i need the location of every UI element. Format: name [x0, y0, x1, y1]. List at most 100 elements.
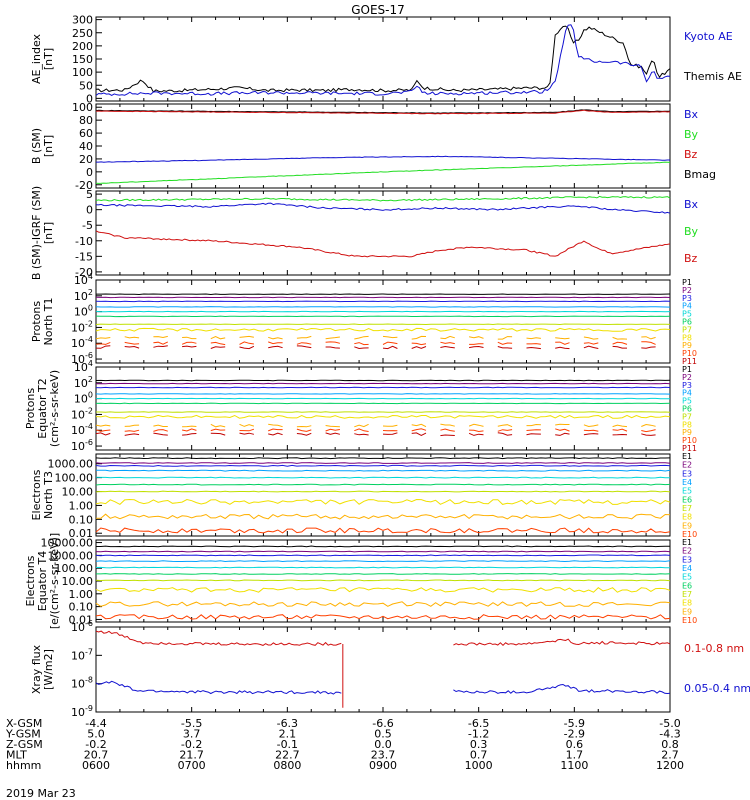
y-tick-label: 0: [86, 204, 93, 217]
legend-entry: P10: [682, 436, 697, 445]
tick-exponent: -6: [85, 619, 93, 628]
panel-bigrf: 5 0 -5 -10 -15 -20 B (SM)-IGRF (SM) [nT] Bx By Bz: [30, 186, 699, 280]
tick-base: 10: [71, 649, 85, 662]
legend-entry: E2: [682, 547, 692, 556]
channel-line: [95, 464, 671, 467]
y-tick-label: 80: [79, 114, 93, 127]
tick-base: 10: [71, 440, 85, 453]
legend-entry: P9: [682, 428, 692, 437]
y-tick-label: 10.00: [62, 575, 94, 588]
y-tick-label: -20: [75, 179, 93, 192]
orbit-cell: 0600: [82, 759, 110, 772]
tick-base: 10: [71, 321, 85, 334]
y-tick-label: 0.10: [69, 513, 94, 526]
orbit-cell: -0.2: [85, 738, 106, 751]
orbit-cell: 0800: [273, 759, 301, 772]
tick-exponent: 2: [88, 375, 93, 384]
orbit-row-label: MLT: [6, 749, 27, 762]
legend-entry: P5: [682, 310, 692, 319]
series-red-line: [95, 109, 671, 115]
legend-entry: E5: [682, 487, 692, 496]
legend-entry: P10: [682, 349, 697, 358]
orbit-cell: -6.6: [372, 717, 393, 730]
channel-line: [95, 379, 671, 382]
series-blue-line: [95, 680, 671, 695]
panel-frame: [95, 279, 671, 364]
orbit-cell: -2.9: [564, 728, 585, 741]
channel-line: [95, 323, 671, 326]
channel-line: [95, 566, 670, 569]
y-tick-label: 5: [86, 188, 93, 201]
tick-exponent: -8: [85, 676, 93, 685]
y-tick-label: 100: [74, 391, 93, 406]
y-tick-label: -5: [82, 219, 93, 232]
y-axis-label: AE_index: [30, 33, 43, 84]
legend-entry: 0.05-0.4 nm: [684, 682, 750, 695]
tick-exponent: -4: [85, 422, 93, 431]
legend-entry: Themis AE: [683, 70, 742, 83]
series-green-line: [95, 195, 671, 202]
channel-line: [95, 587, 671, 593]
channel-line: [95, 327, 671, 332]
y-tick-label: 250: [72, 27, 93, 40]
legend-entry: E10: [682, 530, 697, 539]
legend-entry: E9: [682, 607, 692, 616]
y-tick-label: 0: [86, 92, 93, 105]
channel-line: [95, 315, 671, 318]
orbit-cell: -1.2: [468, 728, 489, 741]
y-axis-label: [nT]: [42, 222, 55, 244]
legend-entry: By: [684, 128, 699, 141]
tick-exponent: 4: [88, 359, 93, 368]
tick-base: 10: [74, 290, 88, 303]
legend-entry: P11: [682, 357, 697, 366]
series-green-line: [95, 161, 671, 184]
y-tick-label: -15: [75, 250, 93, 263]
tick-base: 10: [71, 621, 85, 634]
legend-entry: P6: [682, 405, 692, 414]
channel-line: [96, 513, 671, 520]
legend-entry: E9: [682, 521, 692, 530]
orbit-cell: 2.7: [661, 749, 679, 762]
orbit-cell: -0.1: [277, 738, 298, 751]
y-axis-label: Electrons: [30, 469, 43, 520]
y-tick-label: 10.00: [62, 486, 94, 499]
y-tick-label: 10-4: [71, 335, 93, 350]
orbit-row-label: Z-GSM: [6, 738, 43, 751]
y-tick-label: 0: [86, 166, 93, 179]
orbit-cell: -5.5: [181, 717, 202, 730]
orbit-cell: -0.2: [181, 738, 202, 751]
channel-line: [96, 336, 670, 339]
y-tick-label: 102: [74, 375, 93, 390]
channel-line: [95, 498, 671, 506]
y-tick-label: 60: [79, 127, 93, 140]
channel-line: [96, 342, 670, 345]
legend-entry: E7: [682, 590, 692, 599]
channel-line: [96, 429, 670, 432]
channel-line: [95, 306, 671, 308]
legend-entry: P7: [682, 325, 692, 334]
legend-entry: E1: [682, 452, 692, 461]
legend-entry: E8: [682, 513, 692, 522]
legend-entry: P1: [682, 278, 692, 287]
orbit-cell: 2.1: [279, 728, 297, 741]
orbit-row-label: hhmm: [6, 759, 41, 772]
y-tick-label: 10-8: [71, 676, 93, 691]
orbit-row-label: Y-GSM: [5, 728, 41, 741]
channel-line: [95, 414, 671, 419]
y-tick-label: 100: [72, 101, 93, 114]
legend-entry: E10: [682, 616, 697, 625]
y-tick-label: 100.00: [55, 562, 94, 575]
channel-line: [95, 393, 671, 395]
y-axis-label: [W/m2]: [42, 649, 55, 690]
tick-exponent: -7: [85, 647, 93, 656]
channel-line: [96, 433, 670, 436]
orbit-table: X-GSMY-GSMZ-GSMMLThhmm-4.45.0-0.220.7060…: [5, 717, 684, 772]
legend-entry: Kyoto AE: [684, 30, 733, 43]
tick-base: 10: [71, 424, 85, 437]
channel-line: [95, 550, 671, 553]
y-tick-label: 10000.00: [41, 537, 94, 550]
tick-base: 10: [74, 274, 88, 287]
